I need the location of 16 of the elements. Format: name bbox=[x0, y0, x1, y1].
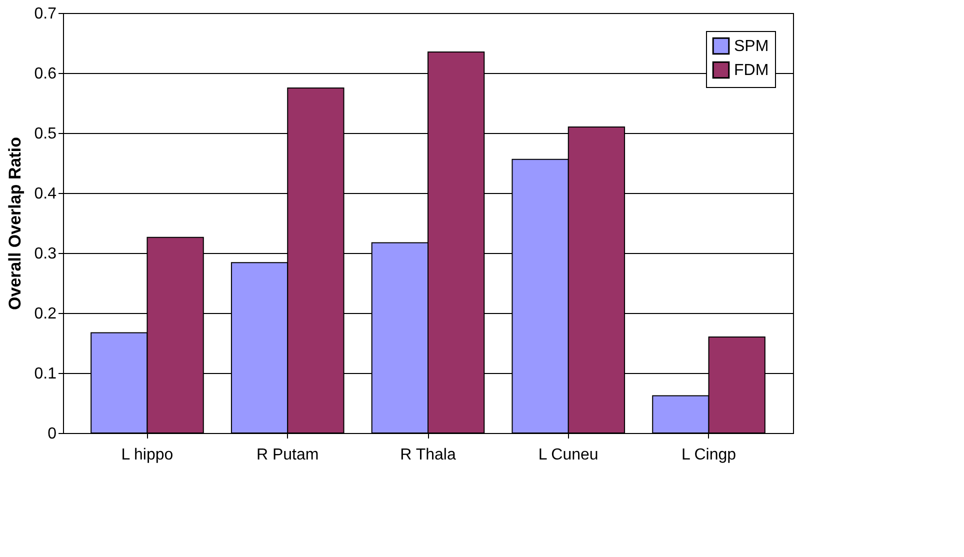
x-tick-label: R Thala bbox=[400, 446, 456, 464]
y-tick-label: 0.1 bbox=[34, 366, 57, 382]
y-tick-label: 0.7 bbox=[34, 6, 57, 22]
y-tick-label: 0.3 bbox=[34, 246, 57, 262]
x-tick-label: L hippo bbox=[121, 446, 174, 464]
y-tick-label: 0.6 bbox=[34, 66, 57, 82]
y-tick-label: 0.4 bbox=[34, 186, 57, 202]
legend-label: FDM bbox=[734, 62, 769, 79]
x-tick-label: L Cuneu bbox=[538, 446, 598, 464]
x-tick-label: L Cingp bbox=[681, 446, 736, 464]
y-tick-label: 0 bbox=[48, 426, 57, 442]
y-tick-label: 0.2 bbox=[34, 306, 57, 322]
x-tick-label: R Putam bbox=[256, 446, 319, 464]
y-tick-label: 0.5 bbox=[34, 126, 57, 142]
y-axis-title: Overall Overlap Ratio bbox=[5, 137, 24, 310]
legend-label: SPM bbox=[734, 38, 769, 55]
